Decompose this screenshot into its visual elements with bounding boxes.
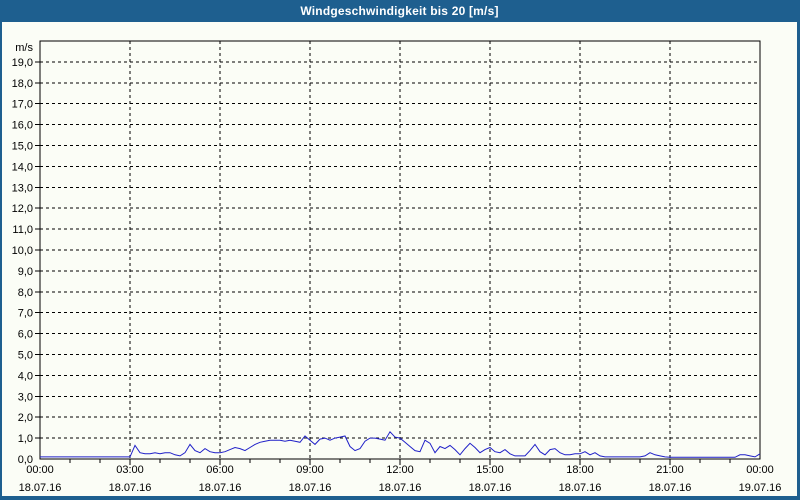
x-tick-time-label: 15:00 [476, 464, 504, 476]
x-tick-date-label: 19.07.16 [739, 482, 782, 494]
x-tick-date-label: 18.07.16 [109, 482, 152, 494]
x-tick-time-label: 00:00 [746, 464, 774, 476]
y-tick-label: 19,0 [12, 57, 33, 69]
y-tick-label: 11,0 [12, 224, 33, 236]
y-tick-label: 16,0 [12, 120, 33, 132]
y-tick-label: 15,0 [12, 141, 33, 153]
x-tick-date-label: 18.07.16 [289, 482, 332, 494]
x-tick-date-label: 18.07.16 [469, 482, 512, 494]
y-tick-label: 2,0 [18, 412, 33, 424]
x-tick-date-label: 18.07.16 [19, 482, 62, 494]
x-tick-date-label: 18.07.16 [649, 482, 692, 494]
y-tick-label: 17,0 [12, 99, 33, 111]
y-tick-label: 3,0 [18, 391, 33, 403]
x-tick-time-label: 09:00 [296, 464, 324, 476]
plot-border [39, 40, 761, 460]
x-tick-time-label: 00:00 [26, 464, 54, 476]
x-tick-time-label: 12:00 [386, 464, 414, 476]
y-tick-label: 4,0 [18, 370, 33, 382]
chart-title: Windgeschwindigkeit bis 20 [m/s] [300, 4, 499, 18]
x-tick-time-label: 03:00 [116, 464, 144, 476]
x-tick-time-label: 06:00 [206, 464, 234, 476]
x-tick-time-label: 18:00 [566, 464, 594, 476]
y-tick-label: 1,0 [18, 433, 33, 445]
y-tick-label: 13,0 [12, 182, 33, 194]
y-tick-label: 8,0 [18, 287, 33, 299]
chart-title-bar: Windgeschwindigkeit bis 20 [m/s] [2, 0, 797, 22]
y-tick-label: 6,0 [18, 329, 33, 341]
chart-area: 0,0 1,0 2,0 3,0 4,0 5,0 6,0 7,0 8,0 9,0 10,0 11,0 12… [2, 22, 797, 496]
y-tick-label: 5,0 [18, 350, 33, 362]
wind-speed-chart: 0,0 1,0 2,0 3,0 4,0 5,0 6,0 7,0 8,0 9,0 10,0 11,0 12… [12, 40, 782, 494]
x-tick-date-label: 18.07.16 [199, 482, 242, 494]
y-tick-label: 7,0 [18, 308, 33, 320]
x-tick-date-label: 18.07.16 [379, 482, 422, 494]
y-tick-label: 12,0 [12, 203, 33, 215]
y-tick-label: 18,0 [12, 78, 33, 90]
y-tick-label: 9,0 [18, 266, 33, 278]
y-axis-unit-label: m/s [15, 42, 33, 54]
x-tick-date-label: 18.07.16 [559, 482, 602, 494]
y-tick-label: 0,0 [18, 454, 33, 466]
x-tick-time-label: 21:00 [656, 464, 684, 476]
y-tick-label: 10,0 [12, 245, 33, 257]
y-tick-label: 14,0 [12, 161, 33, 173]
wind-speed-line [40, 430, 761, 458]
